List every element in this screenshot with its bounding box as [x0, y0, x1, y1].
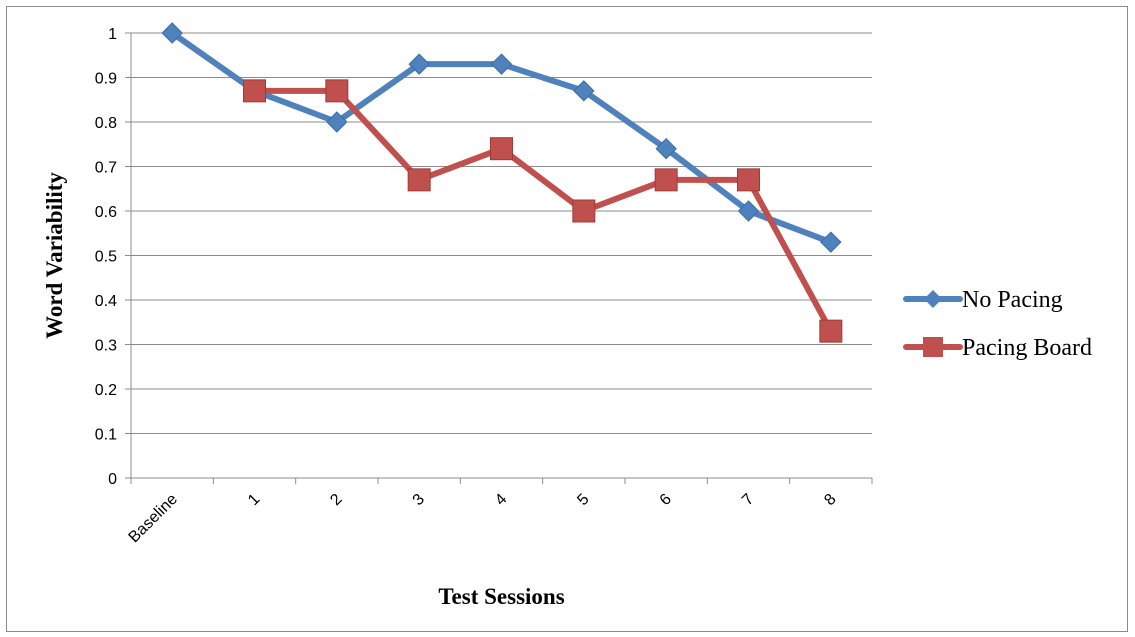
data-point-pacing-board	[572, 199, 596, 223]
legend-item-no-pacing: No Pacing	[903, 287, 1063, 313]
y-tick-label: 0.8	[95, 115, 117, 132]
legend-marker-no-pacing	[924, 290, 942, 308]
x-tick-label: 6	[657, 491, 675, 509]
data-point-no-pacing	[820, 231, 842, 253]
chart-frame	[6, 6, 1128, 632]
data-point-pacing-board	[654, 168, 678, 192]
x-tick-label: 2	[327, 491, 345, 509]
data-point-pacing-board	[737, 168, 760, 192]
series-layer	[161, 22, 843, 343]
data-point-pacing-board	[490, 137, 513, 161]
y-tick-label: 0.1	[95, 427, 117, 444]
data-point-pacing-board	[819, 319, 843, 343]
y-tick-label: 1	[108, 26, 117, 43]
x-tick-label: 1	[245, 491, 263, 509]
legend-label-no-pacing: No Pacing	[962, 287, 1063, 313]
x-tick-label: 3	[410, 491, 428, 509]
data-point-no-pacing	[161, 22, 183, 44]
series-pacing-board	[243, 79, 843, 343]
data-point-no-pacing	[408, 53, 430, 75]
gridlines	[131, 32, 872, 434]
y-tick-label: 0.4	[95, 293, 117, 310]
y-tick-label: 0.3	[95, 338, 117, 355]
y-tick-label: 0.2	[95, 382, 117, 399]
y-tick-label: 0.6	[95, 204, 117, 221]
data-point-no-pacing	[573, 80, 595, 102]
y-axis-title: Word Variability	[42, 172, 67, 339]
legend-item-pacing-board: Pacing Board	[903, 335, 1092, 361]
data-point-no-pacing	[490, 53, 513, 75]
y-tick-label: 0.7	[95, 160, 117, 177]
data-point-pacing-board	[325, 79, 349, 103]
x-tick-label: 5	[574, 491, 592, 509]
data-point-no-pacing	[326, 111, 348, 133]
data-point-pacing-board	[407, 168, 431, 192]
data-point-no-pacing	[737, 200, 760, 222]
data-point-no-pacing	[655, 137, 677, 160]
y-axis-ticks: 0 0.1 0.2 0.3 0.4 0.5 0.6 0.7 0.8 0.9 1	[95, 26, 131, 488]
y-tick-label: 0.9	[95, 71, 117, 88]
x-tick-label: 4	[492, 491, 510, 509]
x-tick-label: Baseline	[126, 491, 181, 546]
x-tick-label: 8	[821, 491, 839, 509]
x-axis-ticks: Baseline 1 2 3 4 5 6 7 8	[126, 478, 873, 546]
data-point-pacing-board	[243, 79, 266, 103]
y-tick-label: 0.5	[95, 249, 117, 266]
x-axis-title: Test Sessions	[438, 584, 564, 609]
legend: No Pacing Pacing Board	[903, 287, 1092, 361]
legend-label-pacing-board: Pacing Board	[962, 335, 1092, 361]
y-tick-label: 0	[108, 471, 117, 488]
x-tick-label: 7	[739, 491, 757, 509]
legend-marker-pacing-board	[923, 337, 943, 357]
series-line-pacing-board	[251, 87, 834, 335]
